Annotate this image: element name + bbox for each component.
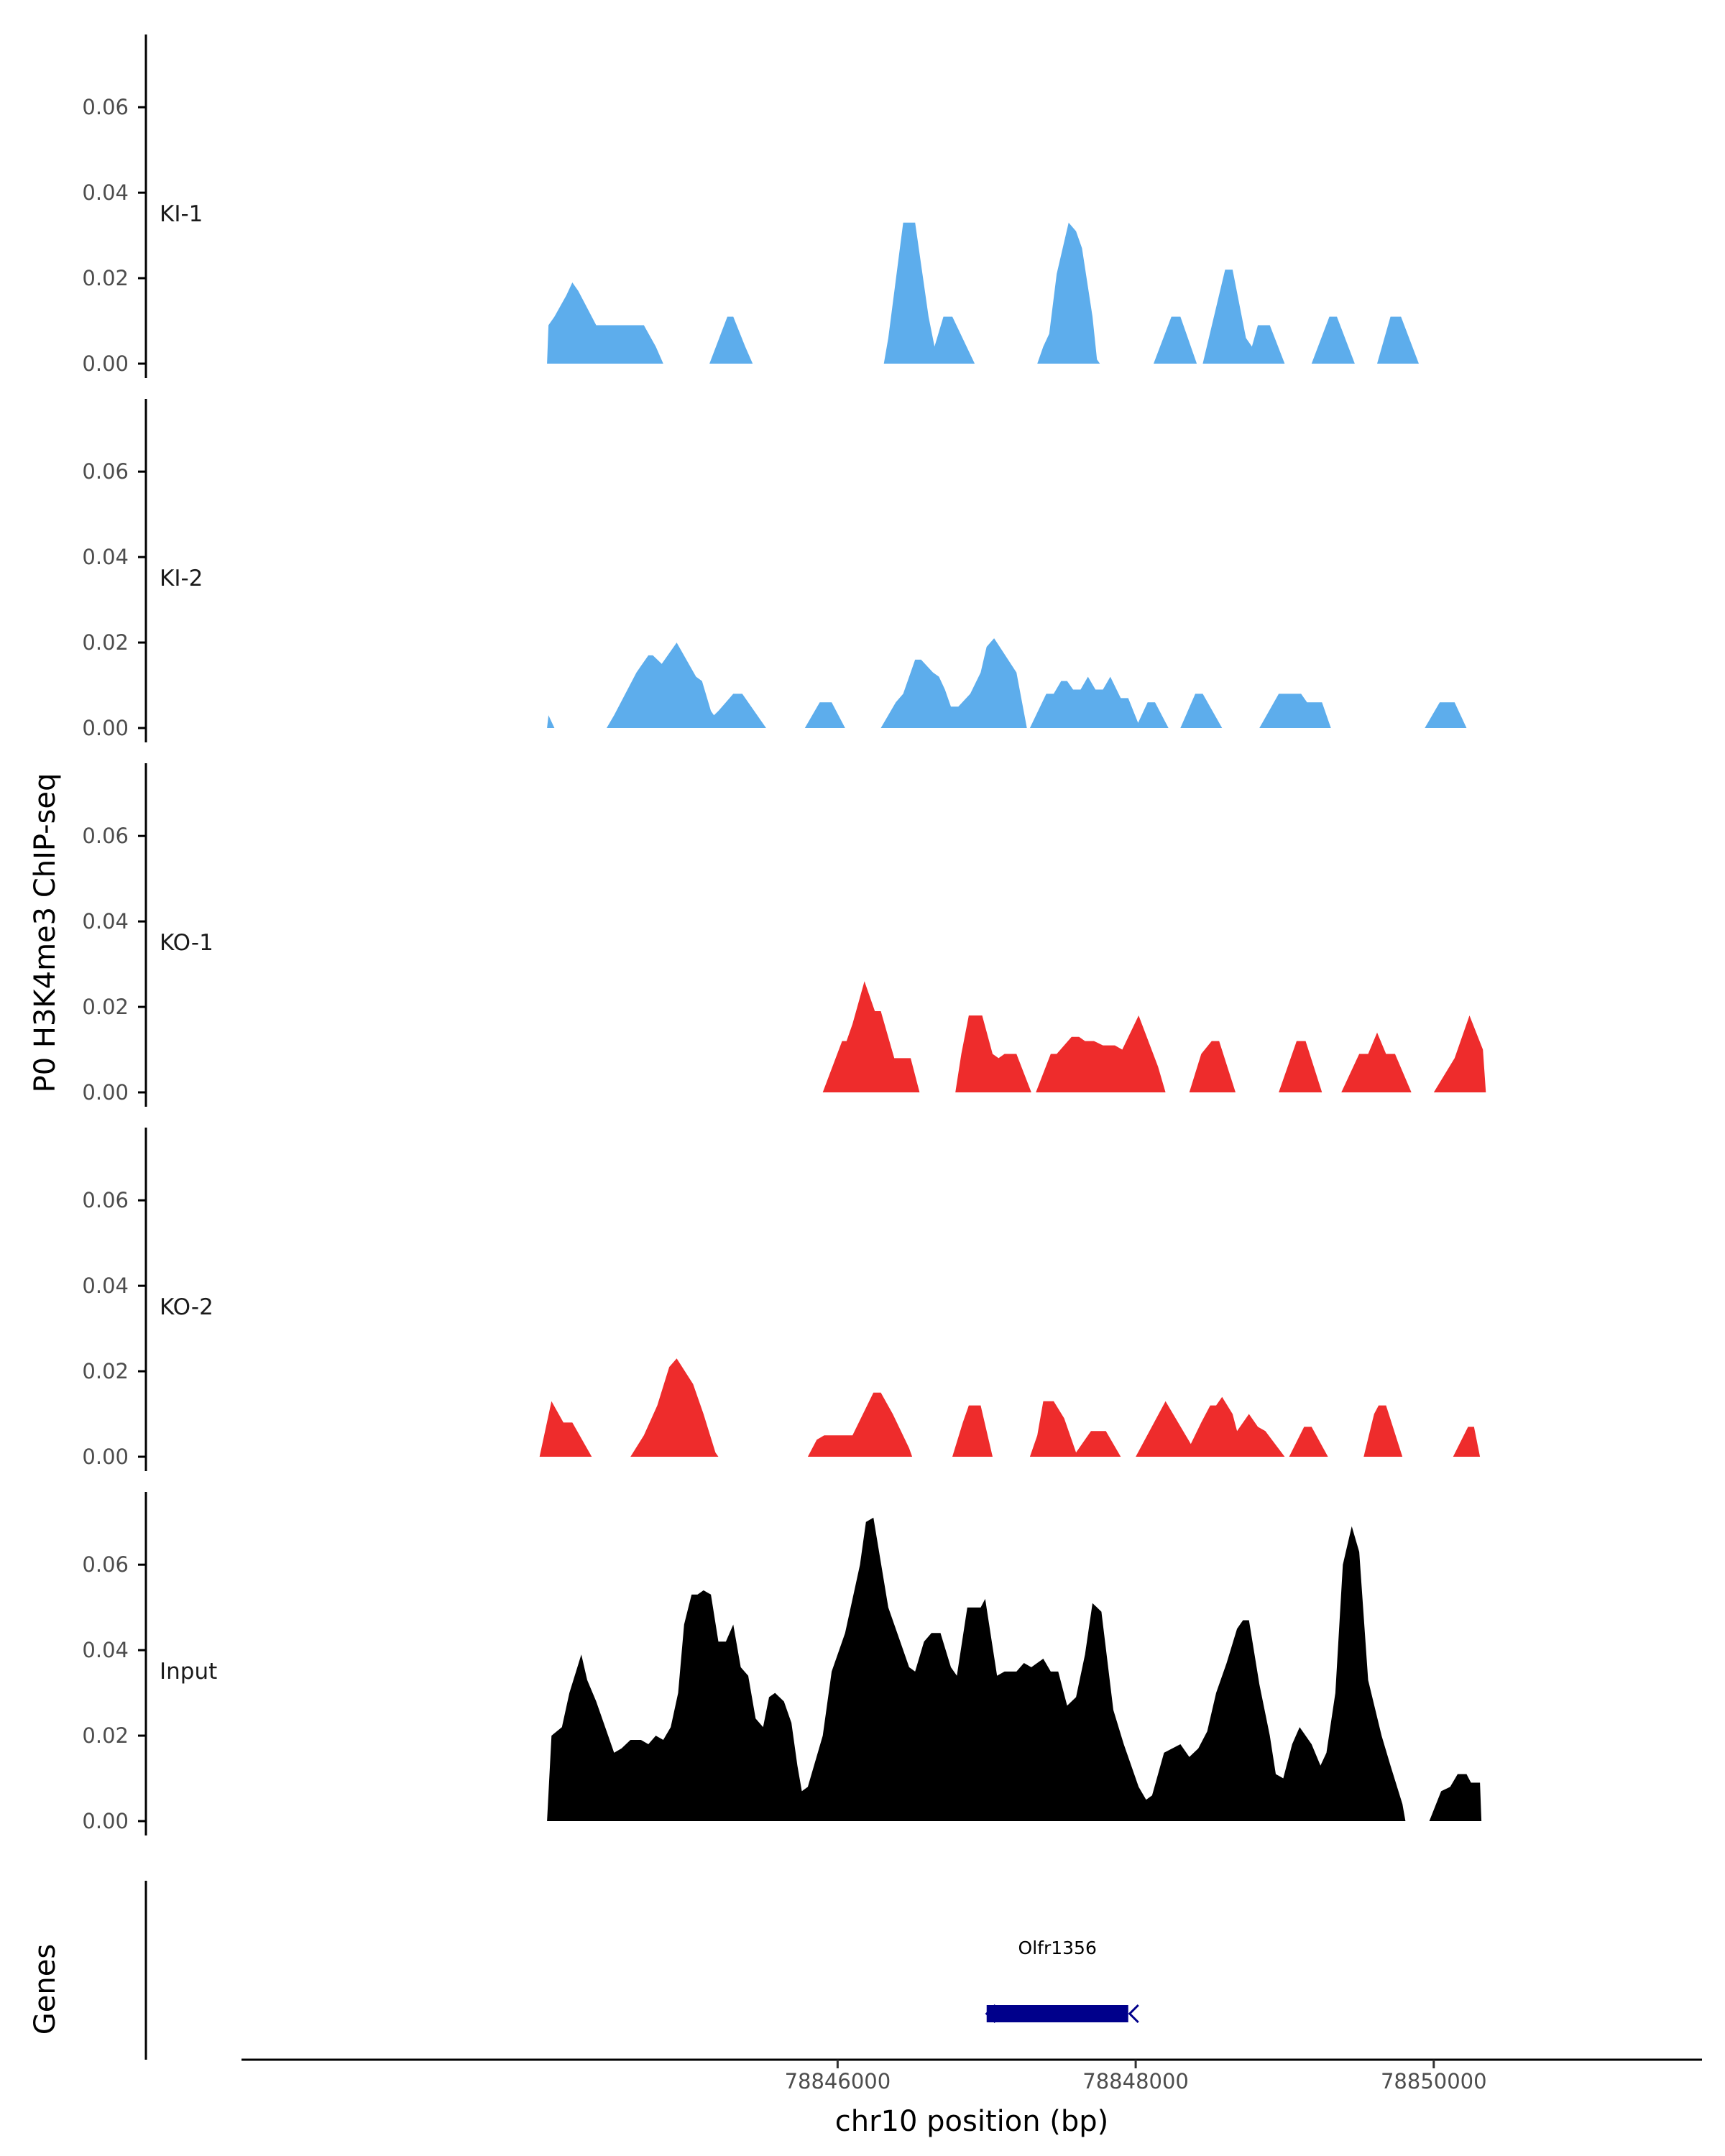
y-tick-label: 0.04 <box>82 909 129 934</box>
signal-area-ki-1-2 <box>709 316 753 364</box>
signal-area-ki-2-1 <box>547 715 555 728</box>
signal-area-ko-2-4 <box>952 1405 993 1457</box>
gene-strand-arrow <box>1128 2004 1139 2024</box>
y-tick-label: 0.02 <box>82 266 129 290</box>
signal-area-ki-1-8 <box>1377 316 1419 364</box>
signal-area-ko-2-7 <box>1289 1427 1328 1457</box>
signal-area-ki-2-3 <box>804 702 845 728</box>
x-axis-title: chr10 position (bp) <box>835 2105 1109 2138</box>
signal-area-ko-1-1 <box>822 981 920 1092</box>
track-label: Input <box>160 1659 217 1685</box>
signal-area-ki-2-4 <box>880 638 1027 728</box>
gene-body-olfr1356 <box>986 2005 1128 2022</box>
x-ticks-group: 78846000 78848000 78850000 <box>785 2060 1487 2093</box>
y-tick-label: 0.02 <box>82 630 129 655</box>
y-tick-label: 0.02 <box>82 1723 129 1748</box>
signal-area-ki-1-1 <box>547 282 663 364</box>
gene-strand-arrow <box>985 2004 996 2024</box>
x-tick-label: 78848000 <box>1082 2069 1189 2093</box>
signal-area-ko-1-2 <box>955 1015 1031 1092</box>
y-axis-title: P0 H3K4me3 ChIP-seq <box>29 773 62 1093</box>
y-tick-label: 0.02 <box>82 995 129 1019</box>
signal-area-ko-1-4 <box>1189 1041 1236 1092</box>
signal-area-ko-1-7 <box>1433 1015 1486 1092</box>
signal-area-ki-1-7 <box>1311 316 1355 364</box>
track-ki-2: 0.00 0.02 0.04 0.06 KI-2 <box>82 399 1467 742</box>
signal-area-ki-2-7 <box>1180 694 1223 728</box>
y-tick-label: 0.06 <box>82 1188 129 1212</box>
y-tick-label: 0.00 <box>82 1080 129 1105</box>
signal-area-ko-1-3 <box>1036 1015 1166 1092</box>
tracks-group: 0.00 0.02 0.04 0.06 KI-1 0.00 0.02 0.04 0.06 KI-2… <box>82 34 1486 1835</box>
signal-area-ko-2-2 <box>630 1358 719 1457</box>
y-tick-label: 0.02 <box>82 1359 129 1383</box>
track-input: 0.00 0.02 0.04 0.06 Input <box>82 1492 1482 1835</box>
track-ki-1: 0.00 0.02 0.04 0.06 KI-1 <box>82 34 1419 378</box>
gene-track: Genes Olfr1356 <box>29 1881 1139 2060</box>
y-tick-label: 0.00 <box>82 1445 129 1469</box>
y-tick-label: 0.06 <box>82 459 129 484</box>
y-tick-label: 0.06 <box>82 1552 129 1577</box>
y-tick-label: 0.04 <box>82 1273 129 1298</box>
y-tick-label: 0.00 <box>82 716 129 740</box>
y-tick-label: 0.04 <box>82 545 129 569</box>
y-tick-label: 0.00 <box>82 351 129 376</box>
gene-label: Olfr1356 <box>1018 1938 1097 1958</box>
signal-area-ki-2-5 <box>1029 676 1141 728</box>
signal-area-ko-1-6 <box>1341 1032 1412 1092</box>
gene-track-ylabel: Genes <box>29 1944 62 2035</box>
x-tick-label: 78850000 <box>1381 2069 1487 2093</box>
signal-area-ko-2-1 <box>539 1401 592 1457</box>
signal-area-ki-2-8 <box>1259 694 1331 728</box>
genes-group: Olfr1356 <box>985 1938 1139 2024</box>
signal-area-ko-2-8 <box>1363 1405 1403 1457</box>
signal-area-input-1 <box>547 1517 1406 1821</box>
y-tick-label: 0.00 <box>82 1809 129 1833</box>
signal-area-input-2 <box>1429 1774 1482 1821</box>
x-axis: 78846000 78848000 78850000 chr10 position … <box>242 2058 1702 2138</box>
signal-area-ki-1-4 <box>1037 222 1100 364</box>
track-label: KO-1 <box>160 930 213 956</box>
y-tick-label: 0.04 <box>82 180 129 205</box>
signal-area-ki-2-9 <box>1425 702 1467 728</box>
signal-area-ki-1-6 <box>1202 270 1285 364</box>
track-ko-1: 0.00 0.02 0.04 0.06 KO-1 <box>82 763 1486 1107</box>
signal-area-ko-2-3 <box>807 1392 913 1457</box>
x-tick-label: 78846000 <box>785 2069 891 2093</box>
signal-area-ko-1-5 <box>1279 1041 1322 1092</box>
track-ko-2: 0.00 0.02 0.04 0.06 KO-2 <box>82 1128 1481 1471</box>
track-label: KI-1 <box>160 201 203 227</box>
signal-area-ki-2-2 <box>607 642 766 728</box>
signal-area-ki-1-5 <box>1154 316 1197 364</box>
y-tick-label: 0.04 <box>82 1638 129 1662</box>
track-label: KI-2 <box>160 566 203 591</box>
signal-area-ki-2-6 <box>1136 702 1169 728</box>
track-label: KO-2 <box>160 1294 213 1320</box>
signal-area-ko-2-9 <box>1453 1427 1481 1457</box>
signal-area-ko-2-6 <box>1136 1396 1285 1457</box>
signal-area-ki-1-3 <box>883 222 975 364</box>
y-tick-label: 0.06 <box>82 95 129 119</box>
y-tick-label: 0.06 <box>82 824 129 848</box>
signal-area-ko-2-5 <box>1029 1401 1121 1457</box>
